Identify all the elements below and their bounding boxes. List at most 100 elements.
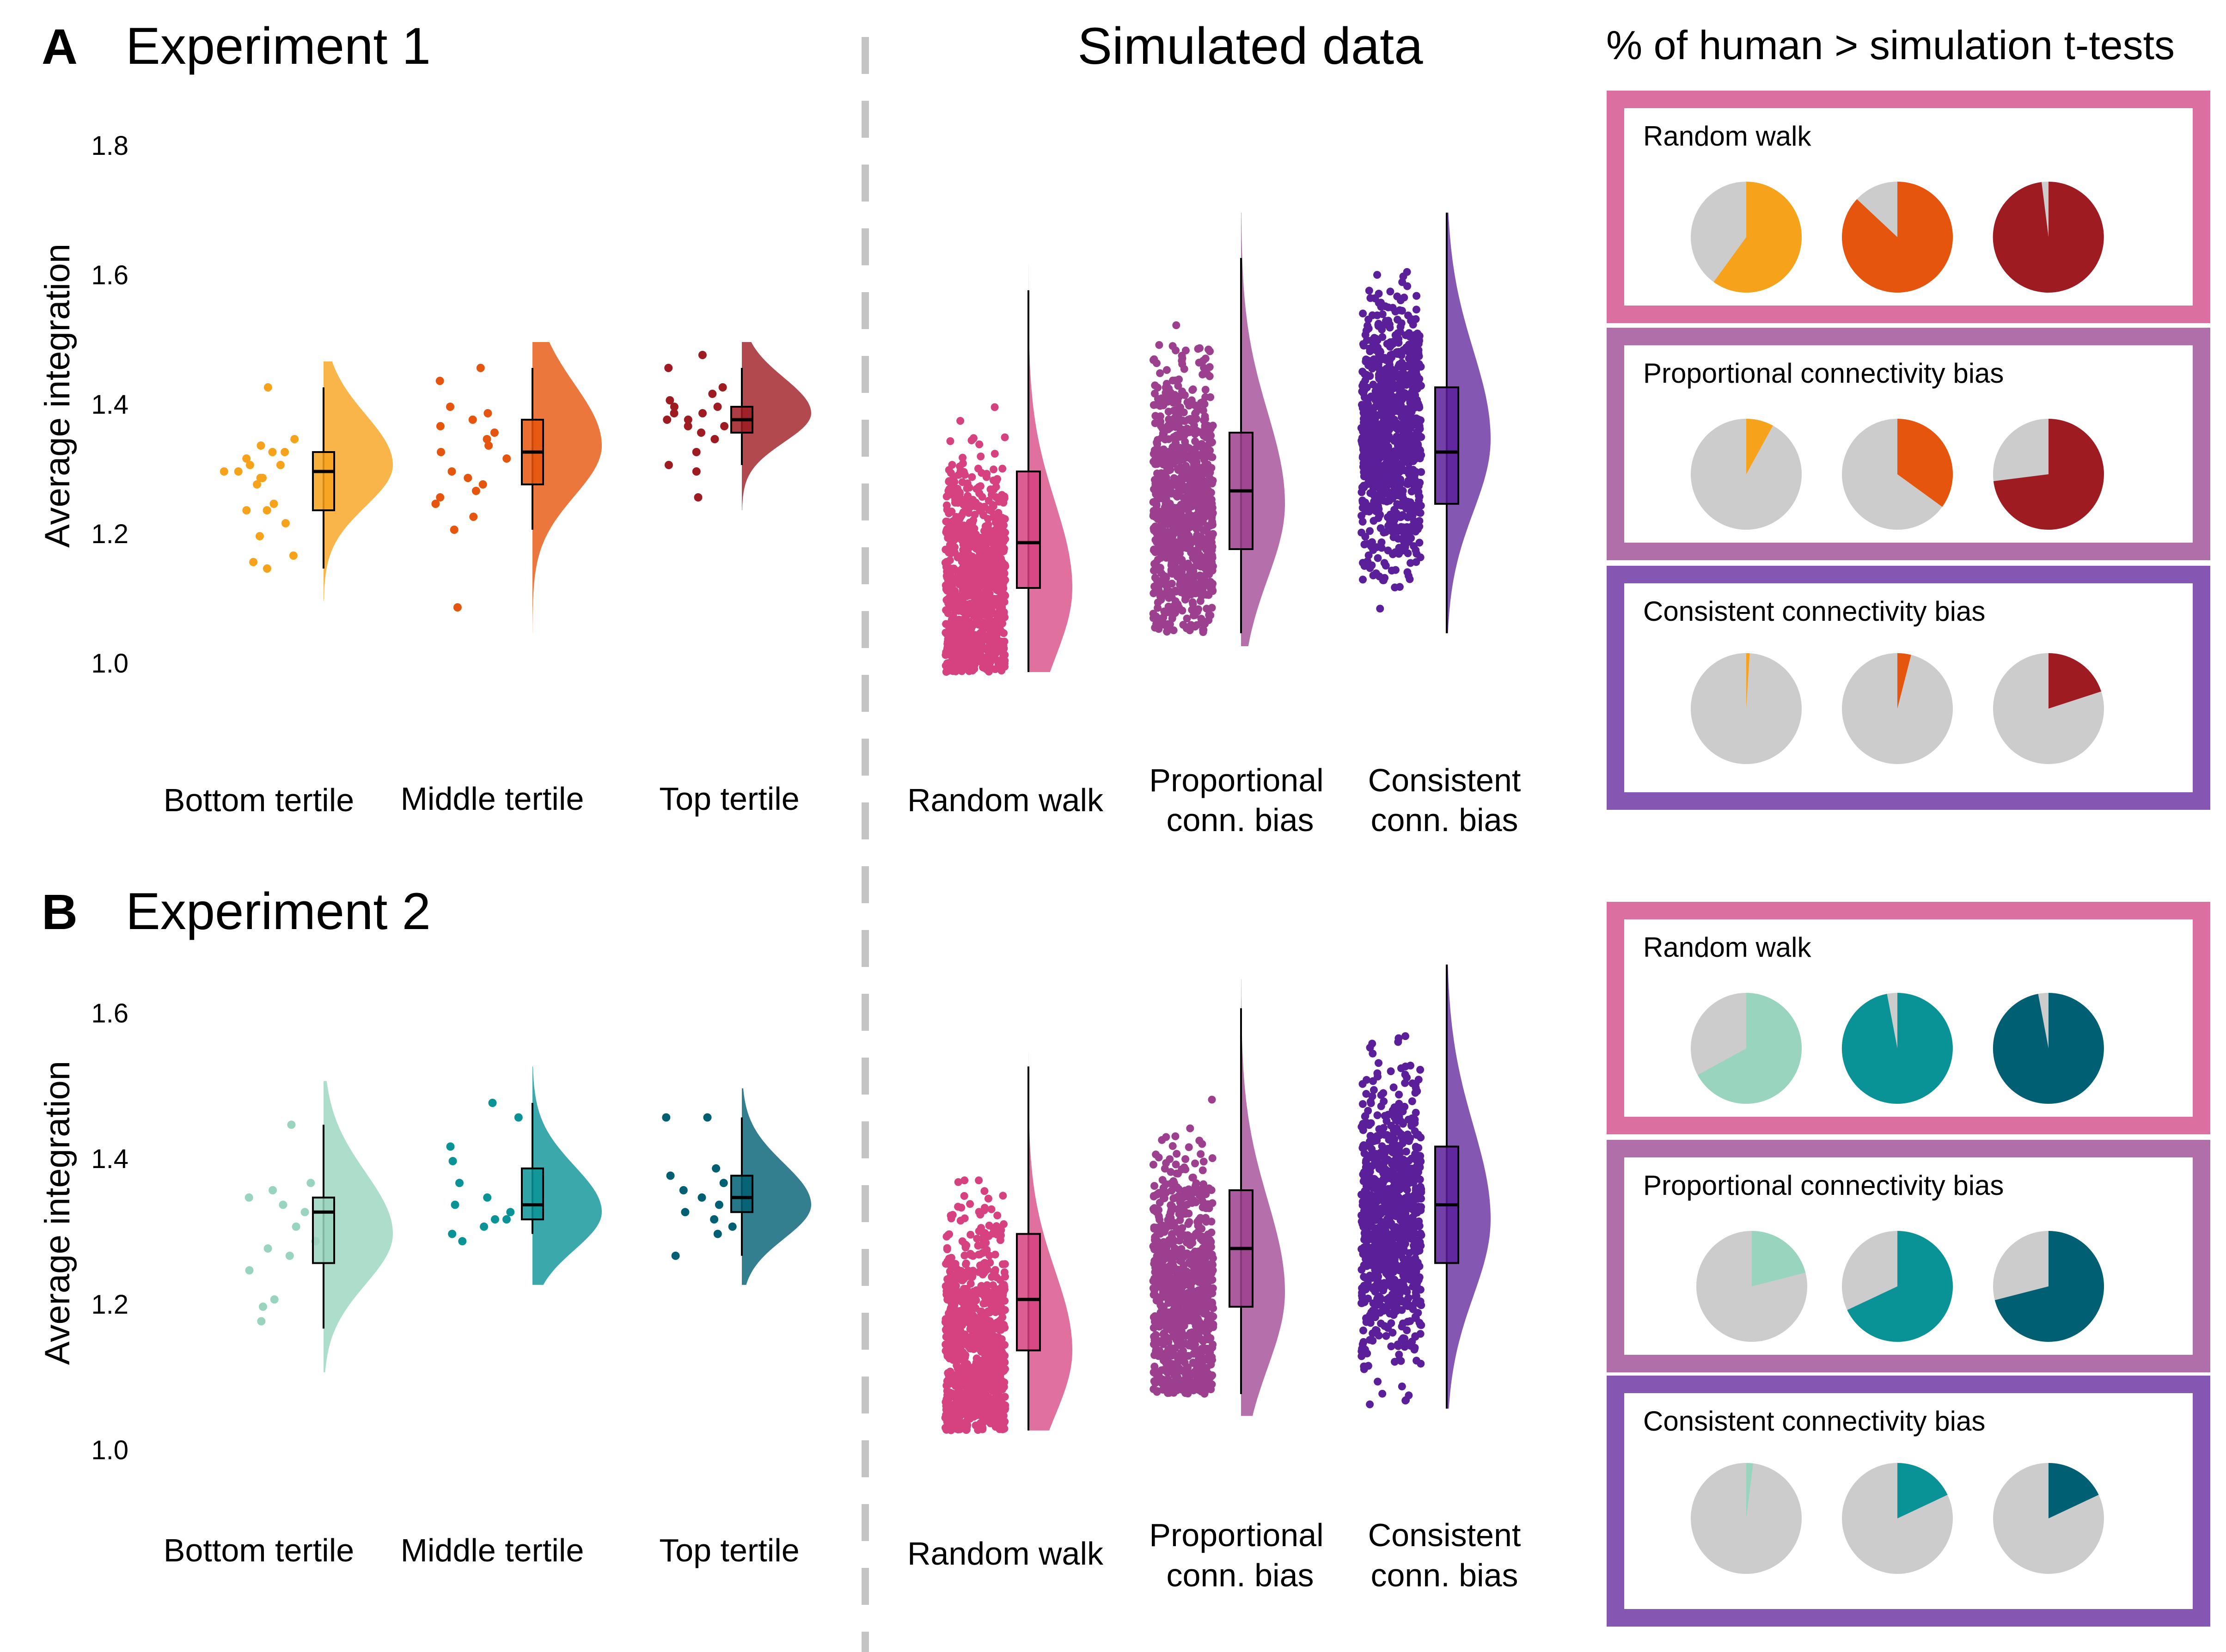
- data-point: [1181, 438, 1189, 446]
- data-point: [446, 403, 454, 411]
- data-point: [1153, 1387, 1162, 1395]
- data-point: [1358, 528, 1366, 537]
- data-point: [1162, 538, 1170, 547]
- data-point: [1163, 623, 1171, 631]
- data-point: [962, 543, 970, 551]
- data-point: [1185, 401, 1193, 410]
- data-point: [1185, 444, 1193, 452]
- data-point: [1184, 1220, 1192, 1228]
- data-point: [944, 1411, 953, 1419]
- data-point: [1167, 1292, 1175, 1301]
- data-point: [957, 603, 965, 611]
- data-point: [1370, 355, 1378, 363]
- data-point: [955, 1328, 964, 1336]
- data-point: [698, 351, 707, 359]
- data-point: [719, 1179, 728, 1187]
- data-point: [1358, 518, 1367, 526]
- data-point: [446, 1142, 455, 1151]
- data-point: [946, 437, 954, 445]
- data-point: [1188, 470, 1197, 478]
- data-point: [1191, 556, 1199, 564]
- data-point: [1416, 553, 1425, 562]
- data-point: [985, 612, 993, 620]
- data-point: [1208, 1095, 1216, 1104]
- data-point: [965, 575, 973, 583]
- data-point: [1174, 1169, 1182, 1178]
- data-point: [972, 545, 981, 553]
- data-point: [1182, 1273, 1191, 1281]
- data-point: [1177, 533, 1185, 541]
- data-point: [1376, 605, 1384, 613]
- box: [1016, 471, 1041, 589]
- data-point: [1405, 433, 1413, 441]
- data-point: [1171, 563, 1180, 571]
- data-point: [956, 1422, 964, 1430]
- data-point: [666, 1171, 675, 1180]
- data-point: [502, 454, 511, 463]
- data-point: [951, 1276, 959, 1285]
- data-point: [1181, 417, 1189, 425]
- data-point: [453, 603, 462, 612]
- data-point: [1401, 1032, 1409, 1040]
- data-point: [955, 490, 964, 498]
- data-point: [975, 636, 983, 644]
- data-point: [950, 1305, 959, 1314]
- data-point: [1404, 477, 1413, 485]
- data-point: [1188, 454, 1197, 462]
- data-point: [999, 499, 1008, 507]
- data-point: [1189, 1287, 1197, 1295]
- data-point: [996, 605, 1004, 613]
- panel-a-title: Experiment 1: [126, 17, 431, 75]
- data-point: [697, 1193, 706, 1202]
- data-point: [991, 450, 999, 458]
- data-point: [1412, 546, 1420, 554]
- data-point: [697, 428, 705, 437]
- data-point: [963, 479, 972, 488]
- data-point: [692, 448, 701, 456]
- data-point: [1173, 1224, 1180, 1233]
- data-point: [1172, 491, 1180, 500]
- data-point: [998, 1260, 1007, 1268]
- data-point: [981, 645, 989, 653]
- data-point: [1171, 1132, 1180, 1140]
- data-point: [968, 519, 977, 527]
- data-point: [956, 1217, 965, 1225]
- data-point: [948, 657, 956, 665]
- data-point: [961, 1391, 969, 1399]
- data-point: [451, 1200, 459, 1209]
- data-point: [988, 1371, 997, 1380]
- data-point: [1168, 580, 1176, 588]
- data-point: [987, 1406, 996, 1414]
- data-point: [1154, 598, 1162, 606]
- data-point: [1208, 558, 1216, 567]
- data-point: [1188, 598, 1197, 606]
- data-point: [664, 461, 673, 469]
- jitter-points: [446, 1099, 523, 1246]
- data-point: [1199, 1157, 1208, 1166]
- data-point: [963, 1426, 971, 1434]
- data-point: [958, 497, 966, 506]
- data-point: [957, 573, 966, 581]
- data-point: [951, 1352, 960, 1361]
- data-point: [1399, 528, 1407, 536]
- data-point: [1196, 344, 1204, 352]
- data-point: [1169, 626, 1178, 635]
- data-point: [1201, 422, 1209, 430]
- data-point: [1164, 1268, 1172, 1277]
- data-point: [1175, 403, 1184, 411]
- data-point: [1409, 465, 1417, 474]
- data-point: [1195, 1191, 1204, 1199]
- data-point: [1407, 422, 1415, 430]
- data-point: [1150, 507, 1158, 515]
- data-point: [1192, 621, 1201, 629]
- data-point: [1178, 570, 1186, 579]
- data-point: [949, 473, 958, 482]
- data-point: [945, 509, 953, 517]
- data-point: [1199, 370, 1207, 379]
- box: [730, 1175, 753, 1213]
- data-point: [1152, 1224, 1160, 1232]
- jitter-points: [1357, 1032, 1425, 1408]
- data-point: [989, 501, 997, 509]
- data-point: [1366, 294, 1375, 302]
- data-point: [942, 1282, 950, 1290]
